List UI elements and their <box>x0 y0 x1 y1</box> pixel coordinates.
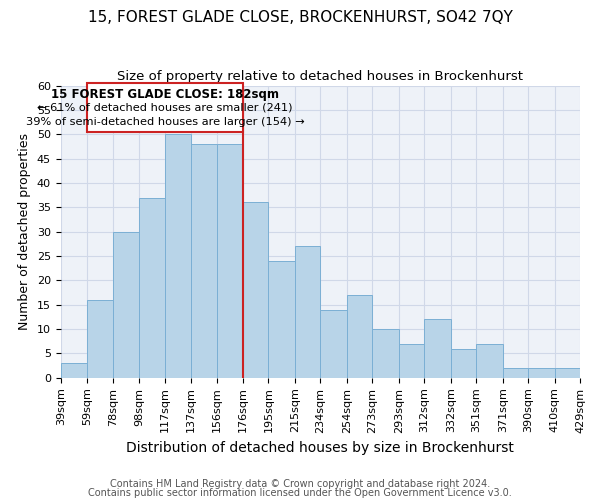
Bar <box>372 329 399 378</box>
Bar <box>503 368 528 378</box>
Y-axis label: Number of detached properties: Number of detached properties <box>19 133 31 330</box>
Bar <box>347 295 372 378</box>
Bar <box>61 363 88 378</box>
Bar <box>320 310 347 378</box>
Bar <box>528 368 555 378</box>
Bar <box>164 134 191 378</box>
Bar <box>217 144 243 378</box>
Text: Contains HM Land Registry data © Crown copyright and database right 2024.: Contains HM Land Registry data © Crown c… <box>110 479 490 489</box>
Bar <box>268 261 295 378</box>
Bar <box>476 344 503 378</box>
Bar <box>113 232 139 378</box>
Bar <box>424 320 451 378</box>
Title: Size of property relative to detached houses in Brockenhurst: Size of property relative to detached ho… <box>118 70 523 83</box>
Text: 39% of semi-detached houses are larger (154) →: 39% of semi-detached houses are larger (… <box>26 117 305 127</box>
Bar <box>191 144 217 378</box>
Text: Contains public sector information licensed under the Open Government Licence v3: Contains public sector information licen… <box>88 488 512 498</box>
Bar <box>88 300 113 378</box>
Text: 15 FOREST GLADE CLOSE: 182sqm: 15 FOREST GLADE CLOSE: 182sqm <box>51 88 279 101</box>
Bar <box>243 202 268 378</box>
Bar <box>88 83 243 132</box>
Text: ← 61% of detached houses are smaller (241): ← 61% of detached houses are smaller (24… <box>37 102 293 113</box>
Text: 15, FOREST GLADE CLOSE, BROCKENHURST, SO42 7QY: 15, FOREST GLADE CLOSE, BROCKENHURST, SO… <box>88 10 512 25</box>
Bar <box>451 348 476 378</box>
Bar <box>399 344 424 378</box>
Bar <box>555 368 580 378</box>
Bar <box>295 246 320 378</box>
X-axis label: Distribution of detached houses by size in Brockenhurst: Distribution of detached houses by size … <box>127 441 514 455</box>
Bar <box>139 198 164 378</box>
